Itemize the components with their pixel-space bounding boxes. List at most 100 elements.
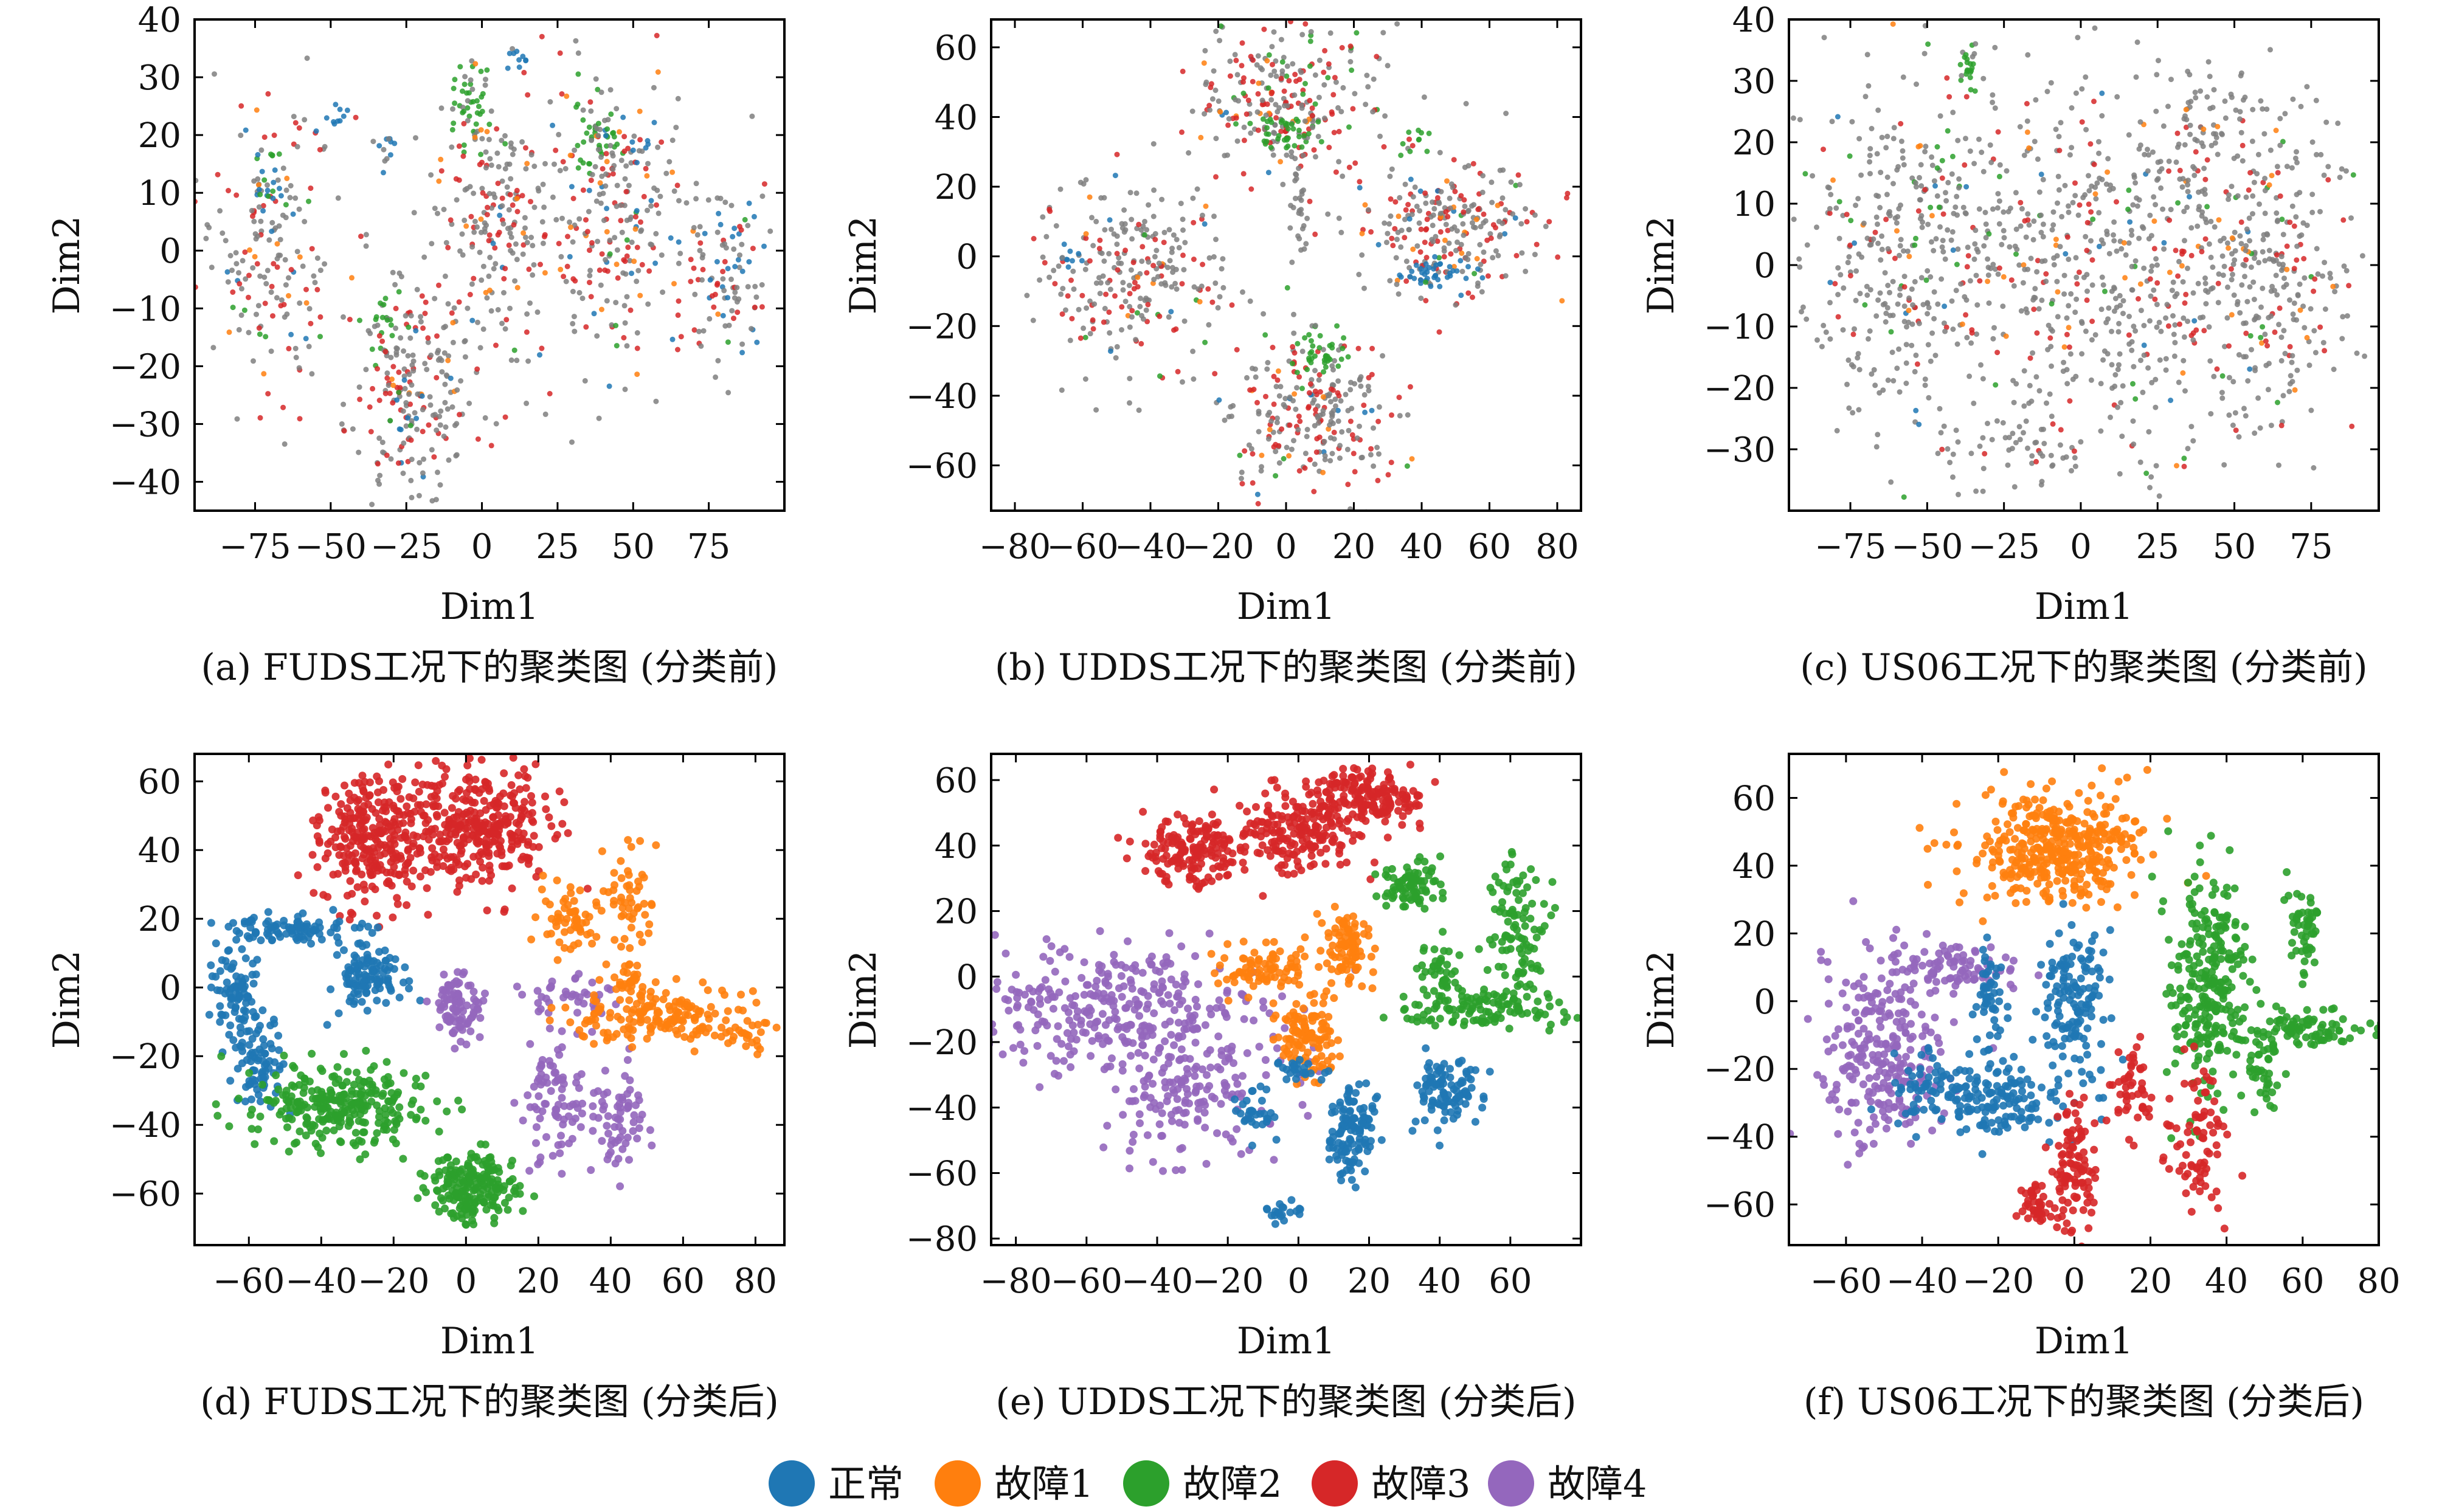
data-point <box>294 913 302 921</box>
data-point <box>220 230 226 236</box>
data-point <box>276 223 282 229</box>
x-tick-label: 75 <box>2289 527 2333 567</box>
data-point <box>1776 306 1782 311</box>
data-point <box>254 1091 263 1099</box>
data-point <box>1129 216 1135 223</box>
data-point <box>2301 256 2307 261</box>
data-point <box>1934 165 1940 171</box>
data-point <box>1996 173 2002 179</box>
data-point <box>401 377 407 383</box>
data-point <box>603 133 609 139</box>
data-point <box>1895 301 1901 307</box>
data-point <box>1312 231 1318 237</box>
data-point <box>2241 406 2247 412</box>
data-point <box>1294 385 1300 391</box>
data-point <box>498 862 507 871</box>
data-point <box>1780 235 1786 241</box>
data-point <box>381 818 390 826</box>
data-point <box>1307 63 1313 69</box>
data-point <box>341 781 348 790</box>
data-point <box>465 773 473 782</box>
data-point <box>673 125 679 131</box>
data-point <box>257 273 263 279</box>
data-point <box>465 305 471 311</box>
data-point <box>715 357 721 364</box>
data-point <box>1827 280 1833 286</box>
data-point <box>2308 407 2314 413</box>
data-point <box>424 911 432 919</box>
data-point <box>277 236 283 243</box>
data-point <box>321 789 330 797</box>
data-point <box>362 1046 370 1055</box>
data-point <box>1449 226 1455 232</box>
y-tick-label: −30 <box>109 405 181 444</box>
data-point <box>595 147 601 153</box>
data-point <box>1264 58 1270 64</box>
data-point <box>238 312 244 318</box>
data-point <box>1903 342 1909 348</box>
data-point <box>2104 232 2110 238</box>
data-point <box>2181 463 2187 469</box>
x-tick-label: −80 <box>979 527 1051 567</box>
data-point <box>1986 300 1992 306</box>
data-point <box>528 798 536 807</box>
data-point <box>395 810 404 819</box>
data-point <box>2198 315 2203 321</box>
data-point <box>1499 195 1506 201</box>
data-point <box>1970 61 1976 67</box>
data-point <box>2055 200 2060 206</box>
data-point <box>2325 164 2331 170</box>
data-point <box>2066 344 2072 350</box>
data-point <box>2340 217 2347 223</box>
data-point <box>261 177 268 183</box>
data-point <box>720 312 726 319</box>
data-point <box>478 877 486 885</box>
data-point <box>1846 405 1852 411</box>
data-point <box>2323 119 2330 125</box>
data-point <box>542 805 550 813</box>
data-point <box>1284 137 1290 143</box>
data-point <box>568 224 573 230</box>
data-point <box>1308 338 1314 344</box>
data-point <box>1875 221 1880 227</box>
data-point <box>407 335 413 341</box>
data-point <box>495 841 503 849</box>
data-point <box>1392 199 1399 205</box>
data-point <box>387 858 395 866</box>
data-point <box>572 147 578 153</box>
data-point <box>1991 325 1997 331</box>
data-point <box>247 247 252 253</box>
data-point <box>2166 168 2172 174</box>
data-point <box>519 835 527 844</box>
data-point <box>1960 204 1966 210</box>
y-tick-label: −10 <box>109 289 181 329</box>
data-point <box>2247 366 2253 372</box>
data-point <box>2208 411 2214 417</box>
data-point <box>2224 240 2230 246</box>
data-point <box>745 284 751 290</box>
data-point <box>1532 252 1538 258</box>
data-point <box>1067 248 1073 254</box>
data-point <box>678 334 684 340</box>
data-point <box>1150 263 1157 269</box>
data-point <box>1897 286 1903 292</box>
data-point <box>1365 207 1371 213</box>
data-point <box>1990 206 1996 212</box>
data-point <box>2226 375 2232 381</box>
data-point <box>1780 184 1785 189</box>
data-point <box>624 237 630 243</box>
data-point <box>1900 74 1906 80</box>
data-point <box>558 266 564 272</box>
data-point <box>1445 213 1451 219</box>
data-point <box>1287 225 1293 231</box>
data-point <box>516 785 524 793</box>
data-point <box>1957 61 1963 67</box>
data-point <box>618 218 624 224</box>
data-point <box>1416 220 1422 226</box>
data-point <box>1248 446 1254 452</box>
data-point <box>2074 296 2080 302</box>
data-point <box>2291 266 2297 272</box>
data-point <box>483 149 489 155</box>
data-point <box>423 884 431 892</box>
data-point <box>1423 279 1428 285</box>
